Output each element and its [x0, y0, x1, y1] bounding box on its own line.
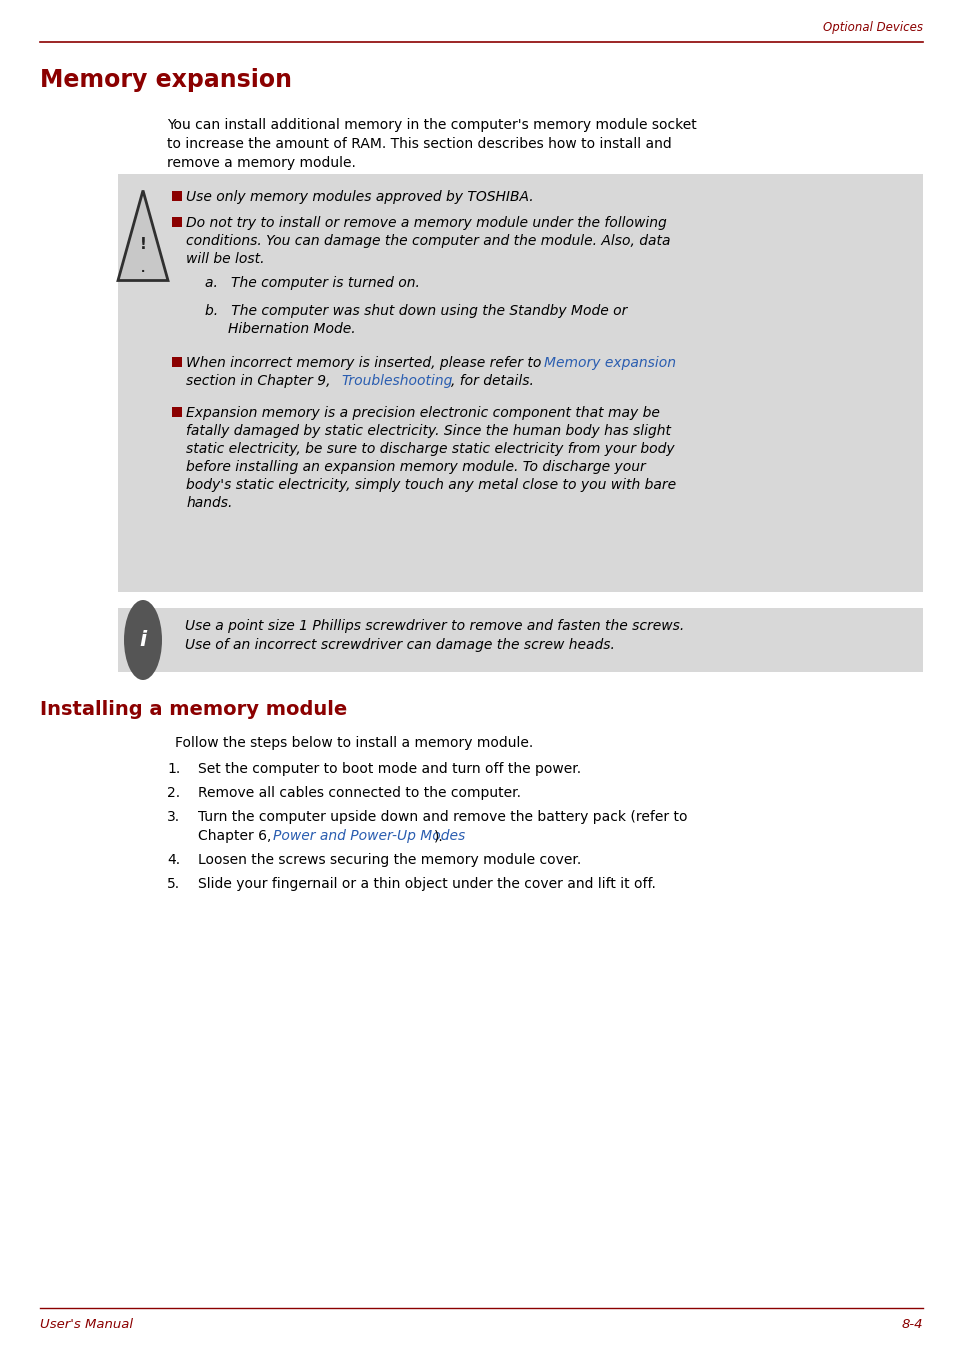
Text: Expansion memory is a precision electronic component that may be: Expansion memory is a precision electron…: [186, 407, 659, 420]
Text: conditions. You can damage the computer and the module. Also, data: conditions. You can damage the computer …: [186, 234, 670, 249]
Text: , for details.: , for details.: [451, 374, 534, 388]
Text: .: .: [141, 263, 145, 274]
Text: 5.: 5.: [167, 877, 180, 892]
Text: Set the computer to boot mode and turn off the power.: Set the computer to boot mode and turn o…: [198, 762, 581, 775]
FancyBboxPatch shape: [172, 190, 181, 201]
Text: fatally damaged by static electricity. Since the human body has slight: fatally damaged by static electricity. S…: [186, 424, 670, 438]
Text: User's Manual: User's Manual: [40, 1319, 132, 1332]
Ellipse shape: [124, 600, 162, 680]
Text: remove a memory module.: remove a memory module.: [167, 155, 355, 170]
Text: 2.: 2.: [167, 786, 180, 800]
Text: a.   The computer is turned on.: a. The computer is turned on.: [205, 276, 419, 290]
FancyBboxPatch shape: [172, 218, 181, 227]
FancyBboxPatch shape: [172, 357, 181, 367]
Text: Follow the steps below to install a memory module.: Follow the steps below to install a memo…: [174, 736, 533, 750]
Text: Memory expansion: Memory expansion: [40, 68, 292, 92]
Text: body's static electricity, simply touch any metal close to you with bare: body's static electricity, simply touch …: [186, 478, 676, 492]
Text: Hibernation Mode.: Hibernation Mode.: [228, 322, 355, 336]
FancyBboxPatch shape: [172, 407, 181, 417]
Text: When incorrect memory is inserted, please refer to: When incorrect memory is inserted, pleas…: [186, 357, 545, 370]
Text: Chapter 6,: Chapter 6,: [198, 830, 275, 843]
Text: Use of an incorrect screwdriver can damage the screw heads.: Use of an incorrect screwdriver can dama…: [185, 638, 615, 653]
Text: Use only memory modules approved by TOSHIBA.: Use only memory modules approved by TOSH…: [186, 190, 533, 204]
Text: b.   The computer was shut down using the Standby Mode or: b. The computer was shut down using the …: [205, 304, 627, 317]
FancyBboxPatch shape: [118, 174, 923, 592]
Text: i: i: [139, 630, 147, 650]
Text: Troubleshooting: Troubleshooting: [340, 374, 452, 388]
Text: Installing a memory module: Installing a memory module: [40, 700, 347, 719]
Text: !: !: [139, 236, 146, 253]
Text: You can install additional memory in the computer's memory module socket: You can install additional memory in the…: [167, 118, 696, 132]
Text: Optional Devices: Optional Devices: [822, 22, 923, 35]
Text: Use a point size 1 Phillips screwdriver to remove and fasten the screws.: Use a point size 1 Phillips screwdriver …: [185, 619, 683, 634]
Text: Power and Power-Up Modes: Power and Power-Up Modes: [274, 830, 465, 843]
Polygon shape: [118, 190, 168, 281]
Text: Turn the computer upside down and remove the battery pack (refer to: Turn the computer upside down and remove…: [198, 811, 687, 824]
Text: 4.: 4.: [167, 852, 180, 867]
Text: 8-4: 8-4: [901, 1319, 923, 1332]
Text: 3.: 3.: [167, 811, 180, 824]
Text: Loosen the screws securing the memory module cover.: Loosen the screws securing the memory mo…: [198, 852, 581, 867]
Text: section in Chapter 9,: section in Chapter 9,: [186, 374, 335, 388]
Text: 1.: 1.: [167, 762, 180, 775]
Text: to increase the amount of RAM. This section describes how to install and: to increase the amount of RAM. This sect…: [167, 136, 671, 151]
Text: will be lost.: will be lost.: [186, 253, 264, 266]
Text: before installing an expansion memory module. To discharge your: before installing an expansion memory mo…: [186, 459, 645, 474]
FancyBboxPatch shape: [118, 608, 923, 671]
Text: Memory expansion: Memory expansion: [543, 357, 676, 370]
Text: Do not try to install or remove a memory module under the following: Do not try to install or remove a memory…: [186, 216, 666, 230]
Text: hands.: hands.: [186, 496, 233, 509]
Text: static electricity, be sure to discharge static electricity from your body: static electricity, be sure to discharge…: [186, 442, 674, 457]
Text: Remove all cables connected to the computer.: Remove all cables connected to the compu…: [198, 786, 521, 800]
Text: Slide your fingernail or a thin object under the cover and lift it off.: Slide your fingernail or a thin object u…: [198, 877, 656, 892]
Text: ).: ).: [433, 830, 443, 843]
